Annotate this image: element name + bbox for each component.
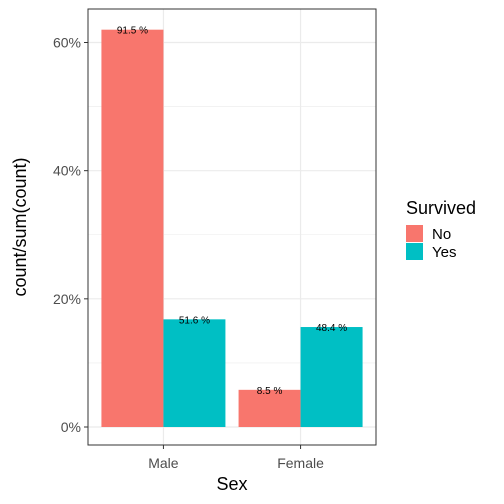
legend-title: Survived bbox=[406, 198, 476, 218]
legend-key-no bbox=[406, 225, 423, 242]
bar-labels: 91.5 % 8.5 % 51.6 % 48.4 % bbox=[117, 26, 347, 397]
x-axis-title: Sex bbox=[216, 474, 247, 494]
y-axis: 0% 20% 40% 60% bbox=[53, 35, 88, 435]
y-tick-label: 60% bbox=[53, 35, 81, 51]
bar-data-label: 51.6 % bbox=[179, 315, 210, 326]
x-tick-label: Female bbox=[277, 455, 324, 471]
bar-no-male bbox=[101, 29, 164, 428]
legend-label: No bbox=[432, 226, 451, 243]
bars bbox=[101, 29, 363, 428]
bar-yes-male bbox=[163, 319, 226, 427]
legend-key-yes bbox=[406, 243, 423, 260]
legend-label: Yes bbox=[432, 244, 456, 261]
x-axis: Male Female bbox=[148, 445, 324, 471]
bar-no-female bbox=[238, 389, 301, 427]
bar-data-label: 48.4 % bbox=[316, 323, 347, 334]
bar-data-label: 8.5 % bbox=[257, 386, 283, 397]
y-axis-title: count/sum(count) bbox=[10, 157, 30, 296]
bar-yes-female bbox=[300, 327, 363, 427]
plot-panel-border bbox=[87, 8, 377, 446]
y-tick-label: 20% bbox=[53, 291, 81, 307]
x-tick-label: Male bbox=[148, 455, 179, 471]
y-tick-label: 40% bbox=[53, 163, 81, 179]
y-tick-label: 0% bbox=[61, 419, 81, 435]
bar-data-label: 91.5 % bbox=[117, 26, 148, 37]
